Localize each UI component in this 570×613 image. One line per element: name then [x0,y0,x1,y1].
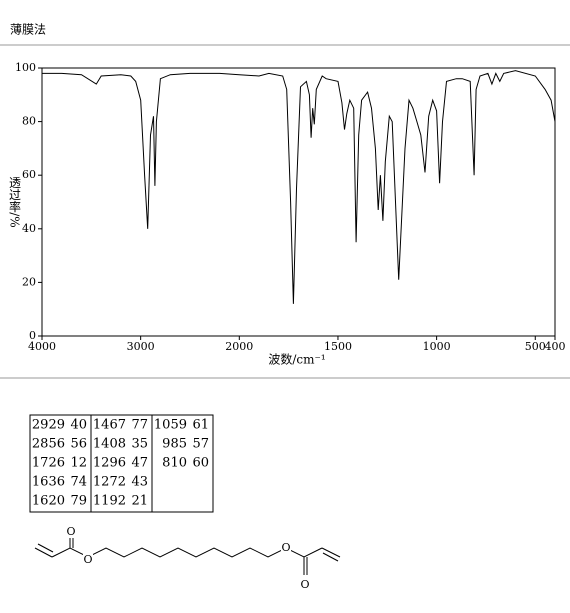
x-tick-label: 4000 [28,340,56,353]
peak-wavenumber: 985 [162,437,187,452]
bond [51,547,323,558]
y-tick-label: 20 [22,275,36,288]
peak-transmittance: 40 [70,418,87,433]
x-tick-label: 500 [525,340,546,353]
bond [37,543,54,553]
y-tick-label: 100 [15,61,36,74]
structure [34,536,341,575]
atom-label: O [281,541,290,554]
peak-wavenumber: 1408 [93,437,126,452]
x-tick-label: 400 [545,340,566,353]
plot-frame [41,67,556,337]
peak-wavenumber: 1192 [93,494,126,509]
table-frame [29,414,214,513]
x-tick-label: 1500 [324,340,352,353]
peak-transmittance: 79 [70,494,87,509]
peak-transmittance: 57 [192,437,209,452]
atom-mask [300,579,310,591]
bond [322,552,339,562]
atom-mask [281,542,291,554]
peak-wavenumber: 1296 [93,456,126,471]
x-axis-label: 波数/cm⁻¹ [268,352,325,367]
peak-wavenumber: 810 [162,456,187,471]
peak-wavenumber: 1272 [93,475,126,490]
peak-transmittance: 61 [192,418,209,433]
peak-transmittance: 12 [70,456,87,471]
peak-wavenumber: 1059 [154,418,187,433]
atom-label: O [66,525,75,538]
peak-transmittance: 56 [70,437,87,452]
atom-mask [66,526,76,538]
y-tick-label: 0 [29,329,36,342]
peak-transmittance: 74 [70,475,87,490]
peak-transmittance: 60 [192,456,209,471]
peak-transmittance: 35 [131,437,148,452]
y-tick-label: 80 [22,115,36,128]
x-tick-label: 3000 [127,340,155,353]
x-tick-label: 1000 [423,340,451,353]
bond [321,547,341,558]
peak-transmittance: 21 [131,494,148,509]
peak-wavenumber: 1467 [93,418,126,433]
y-tick-label: 40 [22,222,36,235]
peak-wavenumber: 2856 [32,437,65,452]
peak-transmittance: 47 [131,456,148,471]
spectrum-line [42,70,556,304]
atom-label: O [83,553,92,566]
peak-wavenumber: 1726 [32,456,65,471]
y-tick-label: 60 [22,168,36,181]
x-tick-label: 2000 [225,340,253,353]
peak-transmittance: 43 [131,475,148,490]
peak-transmittance: 77 [131,418,148,433]
atom-label: O [300,578,309,591]
peak-wavenumber: 1636 [32,475,65,490]
atom-mask [83,554,93,566]
chart-title: 薄膜法 [10,22,46,37]
peak-wavenumber: 1620 [32,494,65,509]
y-axis-label: 透过率/% [8,176,22,228]
peak-wavenumber: 2929 [32,418,65,433]
bond [34,547,53,558]
